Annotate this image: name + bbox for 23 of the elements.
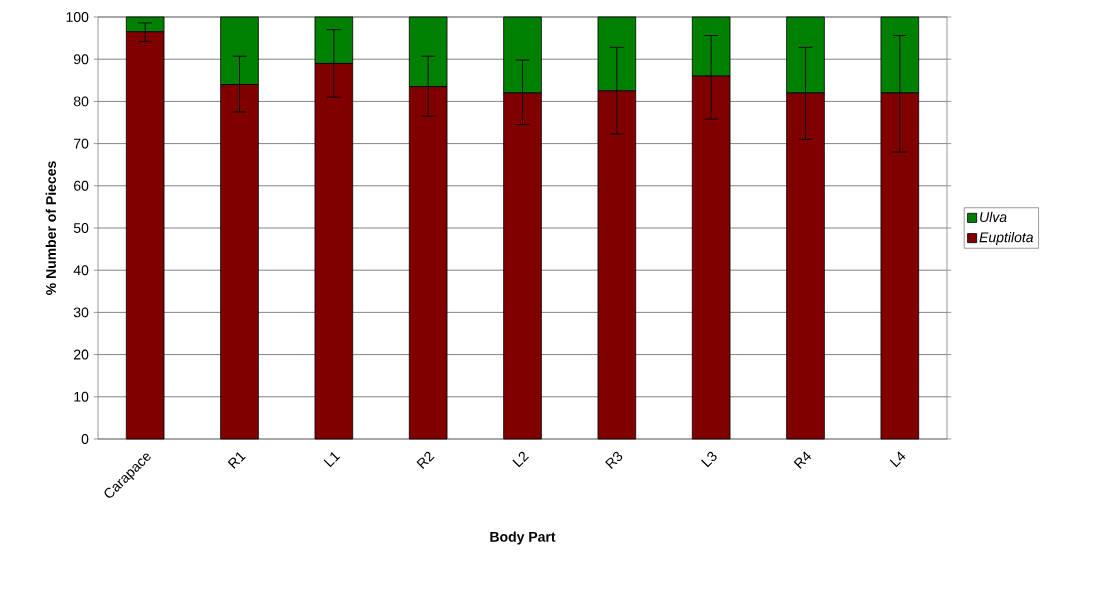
x-tick-label: R2 bbox=[416, 451, 435, 469]
y-tick-label: 10 bbox=[74, 391, 89, 402]
y-tick-label: 90 bbox=[73, 54, 89, 65]
y-tick-label: 0 bbox=[81, 434, 89, 444]
x-tick-label: R3 bbox=[605, 451, 623, 469]
y-tick-label: 50 bbox=[73, 223, 89, 233]
y-axis-title: % Number of Pieces bbox=[45, 161, 56, 295]
y-tick-label: 40 bbox=[73, 265, 89, 276]
x-tick-label: R1 bbox=[227, 452, 246, 469]
x-axis-title: Body Part bbox=[490, 531, 556, 545]
x-tick-label: L2 bbox=[512, 451, 529, 468]
x-tick-label: L4 bbox=[889, 451, 906, 468]
x-tick-label: L1 bbox=[323, 452, 341, 468]
y-tick-label: 70 bbox=[74, 138, 89, 149]
x-tick-label: R4 bbox=[793, 451, 812, 469]
y-tick-label: 20 bbox=[74, 349, 89, 360]
y-tick-label: 100 bbox=[66, 12, 89, 22]
y-tick-label: 30 bbox=[73, 307, 89, 318]
y-tick-label: 60 bbox=[74, 180, 89, 191]
legend-label: Euptilota bbox=[979, 231, 1034, 246]
legend-label: Ulva bbox=[980, 211, 1007, 223]
y-tick-label: 80 bbox=[73, 96, 89, 107]
x-tick-label: L3 bbox=[701, 451, 717, 468]
